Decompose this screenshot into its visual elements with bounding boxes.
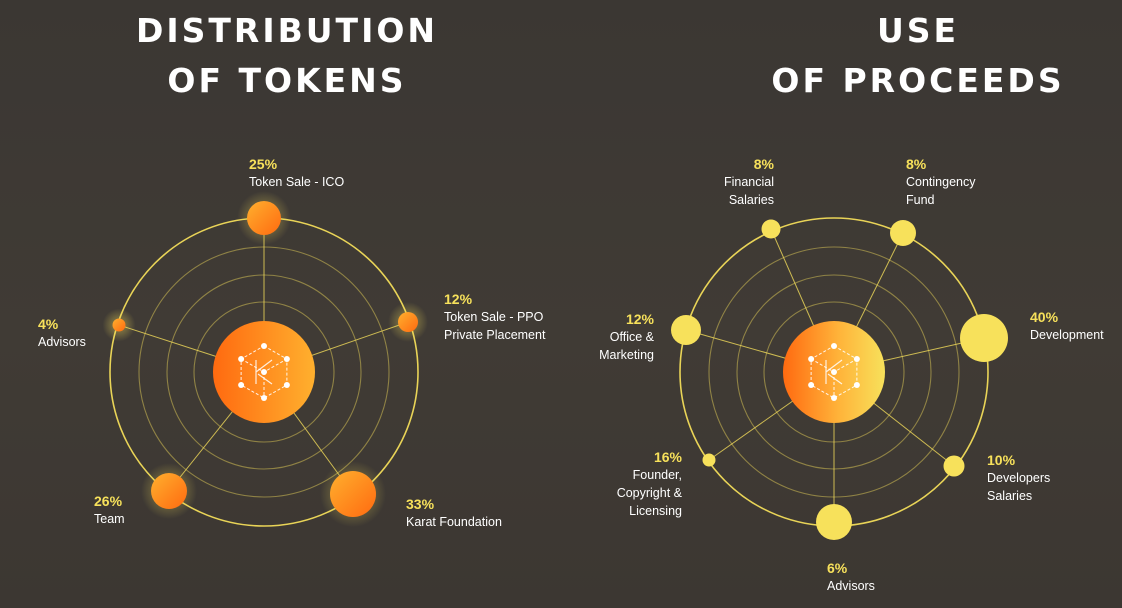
bubble-team [151,473,187,509]
proceeds-title: USE OF PROCEEDS [301,6,1122,106]
distribution-label-advisors: 4% Advisors [38,315,86,351]
proceeds-label-office-marketing: 12% Office & Marketing [591,310,654,364]
distribution-label-karat-foundation: 33% Karat Foundation [406,495,502,531]
proceeds-label-advisors: 6% Advisors [827,559,875,595]
proceeds-label-developers-salaries: 10% Developers Salaries [987,451,1050,505]
value-label: 25% [249,156,278,172]
segment-name: Development [1030,328,1104,342]
proceeds-label-development: 40% Development [1030,308,1104,344]
segment-name: Advisors [827,579,875,593]
segment-name: Contingency Fund [906,175,976,207]
value-label: 4% [38,316,59,332]
value-label: 33% [406,496,435,512]
value-label: 8% [906,156,927,172]
value-label: 26% [94,493,123,509]
segment-name: Karat Foundation [406,515,502,529]
segment-name: Token Sale - PPO Private Placement [444,310,546,342]
proceeds-panel: USE OF PROCEEDS 8% Contingency Fund 40% … [561,0,1122,608]
segment-name: Developers Salaries [987,471,1051,503]
value-label: 16% [653,449,682,465]
value-label: 10% [987,452,1016,468]
bubble-contingency-fund [890,220,916,246]
distribution-panel: DISTRIBUTION OF TOKENS 25% Token Sale - … [38,155,545,531]
value-label: 8% [753,156,774,172]
distribution-label-team: 26% Team [94,492,125,528]
distribution-title-line2: OF TOKENS [167,61,407,100]
bubble-advisors [112,318,126,332]
bubble-token-sale-ppo-private-placement [398,312,418,332]
distribution-label-token-sale-ico: 25% Token Sale - ICO [249,155,344,191]
segment-name: Financial Salaries [723,175,774,207]
bubble-financial-salaries [761,219,781,239]
segment-name: Founder, Copyright & Licensing [616,468,682,518]
segment-name: Token Sale - ICO [249,175,345,189]
value-label: 40% [1030,309,1059,325]
proceeds-title-line2: OF PROCEEDS [771,61,1065,100]
karat-cube-logo-icon [808,343,860,401]
segment-name: Advisors [38,335,86,349]
bubble-office-marketing [671,315,701,345]
proceeds-label-contingency-fund: 8% Contingency Fund [906,155,976,209]
bubble-advisors [816,504,852,540]
proceeds-label-founder-copyright: 16% Founder, Copyright & Licensing [601,448,682,520]
proceeds-title-line1: USE [876,11,960,50]
karat-cube-logo-icon [238,343,290,401]
bubble-founder-copyright-licensing [702,453,716,467]
distribution-title-line1: DISTRIBUTION [135,11,439,50]
distribution-chart [102,191,428,527]
value-label: 6% [827,560,848,576]
segment-name: Office & Marketing [599,330,654,362]
distribution-label-token-sale-ppo: 12% Token Sale - PPO Private Placement [444,290,545,344]
proceeds-label-financial-salaries: 8% Financial Salaries [711,155,774,209]
proceeds-chart [671,217,1008,540]
segment-name: Team [94,512,125,526]
distribution-title: DISTRIBUTION OF TOKENS [0,6,854,106]
bubble-karat-foundation [330,471,376,517]
bubble-developers-salaries [943,455,965,477]
bubble-token-sale-ico [247,201,281,235]
value-label: 12% [444,291,473,307]
bubble-development [960,314,1008,362]
value-label: 12% [625,311,654,327]
